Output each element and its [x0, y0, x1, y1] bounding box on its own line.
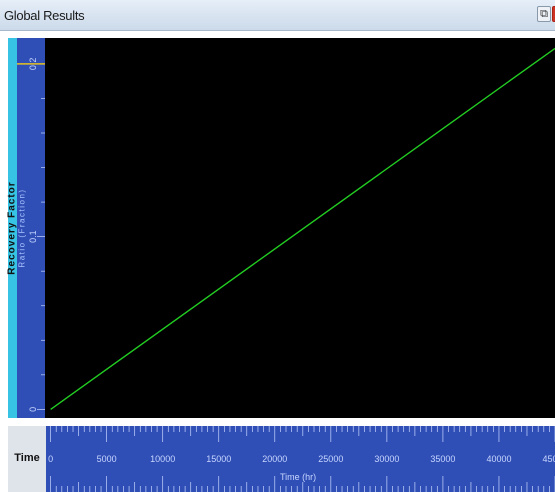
plot-area[interactable] — [45, 38, 555, 418]
y-axis-panel[interactable] — [17, 38, 45, 418]
y-axis-strip — [8, 38, 17, 418]
x-axis-label: Time — [14, 452, 40, 464]
restore-icon[interactable]: ⧉ — [537, 6, 551, 22]
x-axis-title: Time (hr) — [280, 472, 317, 482]
window-title-bar: Global Results ⧉ — [0, 0, 555, 31]
y-axis-title: Recovery Factor — [6, 181, 18, 275]
close-icon[interactable] — [552, 6, 555, 22]
x-axis-label-box — [8, 426, 46, 492]
y-axis-subtitle: Ratio (Fraction) — [17, 188, 27, 268]
window-title: Global Results — [4, 8, 85, 23]
x-axis-panel[interactable] — [46, 426, 555, 492]
